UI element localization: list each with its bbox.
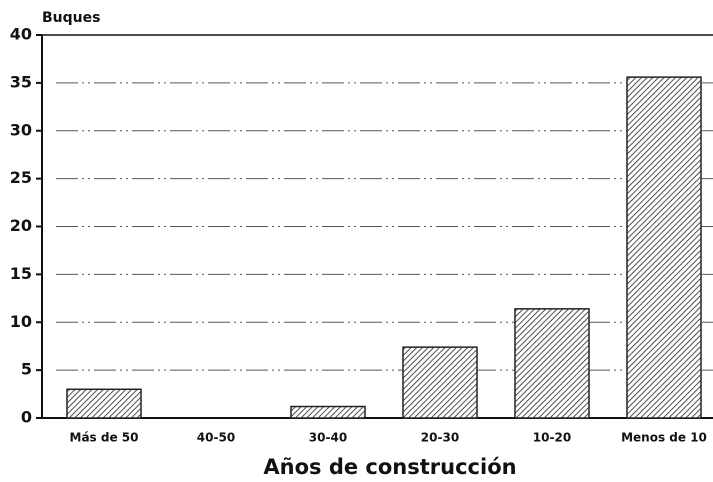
x-tick-label: 20-30 — [421, 431, 459, 445]
x-tick-label: 30-40 — [309, 431, 347, 445]
bar — [66, 388, 142, 419]
bar — [290, 405, 366, 419]
x-axis-title: Años de construcción — [263, 455, 516, 479]
y-axis-title: Buques — [42, 10, 100, 26]
bar — [626, 76, 702, 419]
y-tick-label: 25 — [10, 168, 32, 187]
bar — [402, 346, 478, 419]
y-tick-label: 0 — [21, 408, 32, 427]
y-tick-label: 35 — [10, 72, 32, 91]
y-tick-label: 20 — [10, 216, 32, 235]
bar — [514, 308, 590, 419]
x-tick-label: Menos de 10 — [621, 431, 707, 445]
x-tick-label: 40-50 — [197, 431, 235, 445]
y-tick-label: 5 — [21, 360, 32, 379]
y-tick-label: 15 — [10, 264, 32, 283]
y-tick-label: 10 — [10, 312, 32, 331]
x-tick-label: Más de 50 — [70, 431, 139, 445]
x-tick-label: 10-20 — [533, 431, 571, 445]
y-tick-label: 40 — [10, 25, 32, 44]
y-tick-label: 30 — [10, 120, 32, 139]
